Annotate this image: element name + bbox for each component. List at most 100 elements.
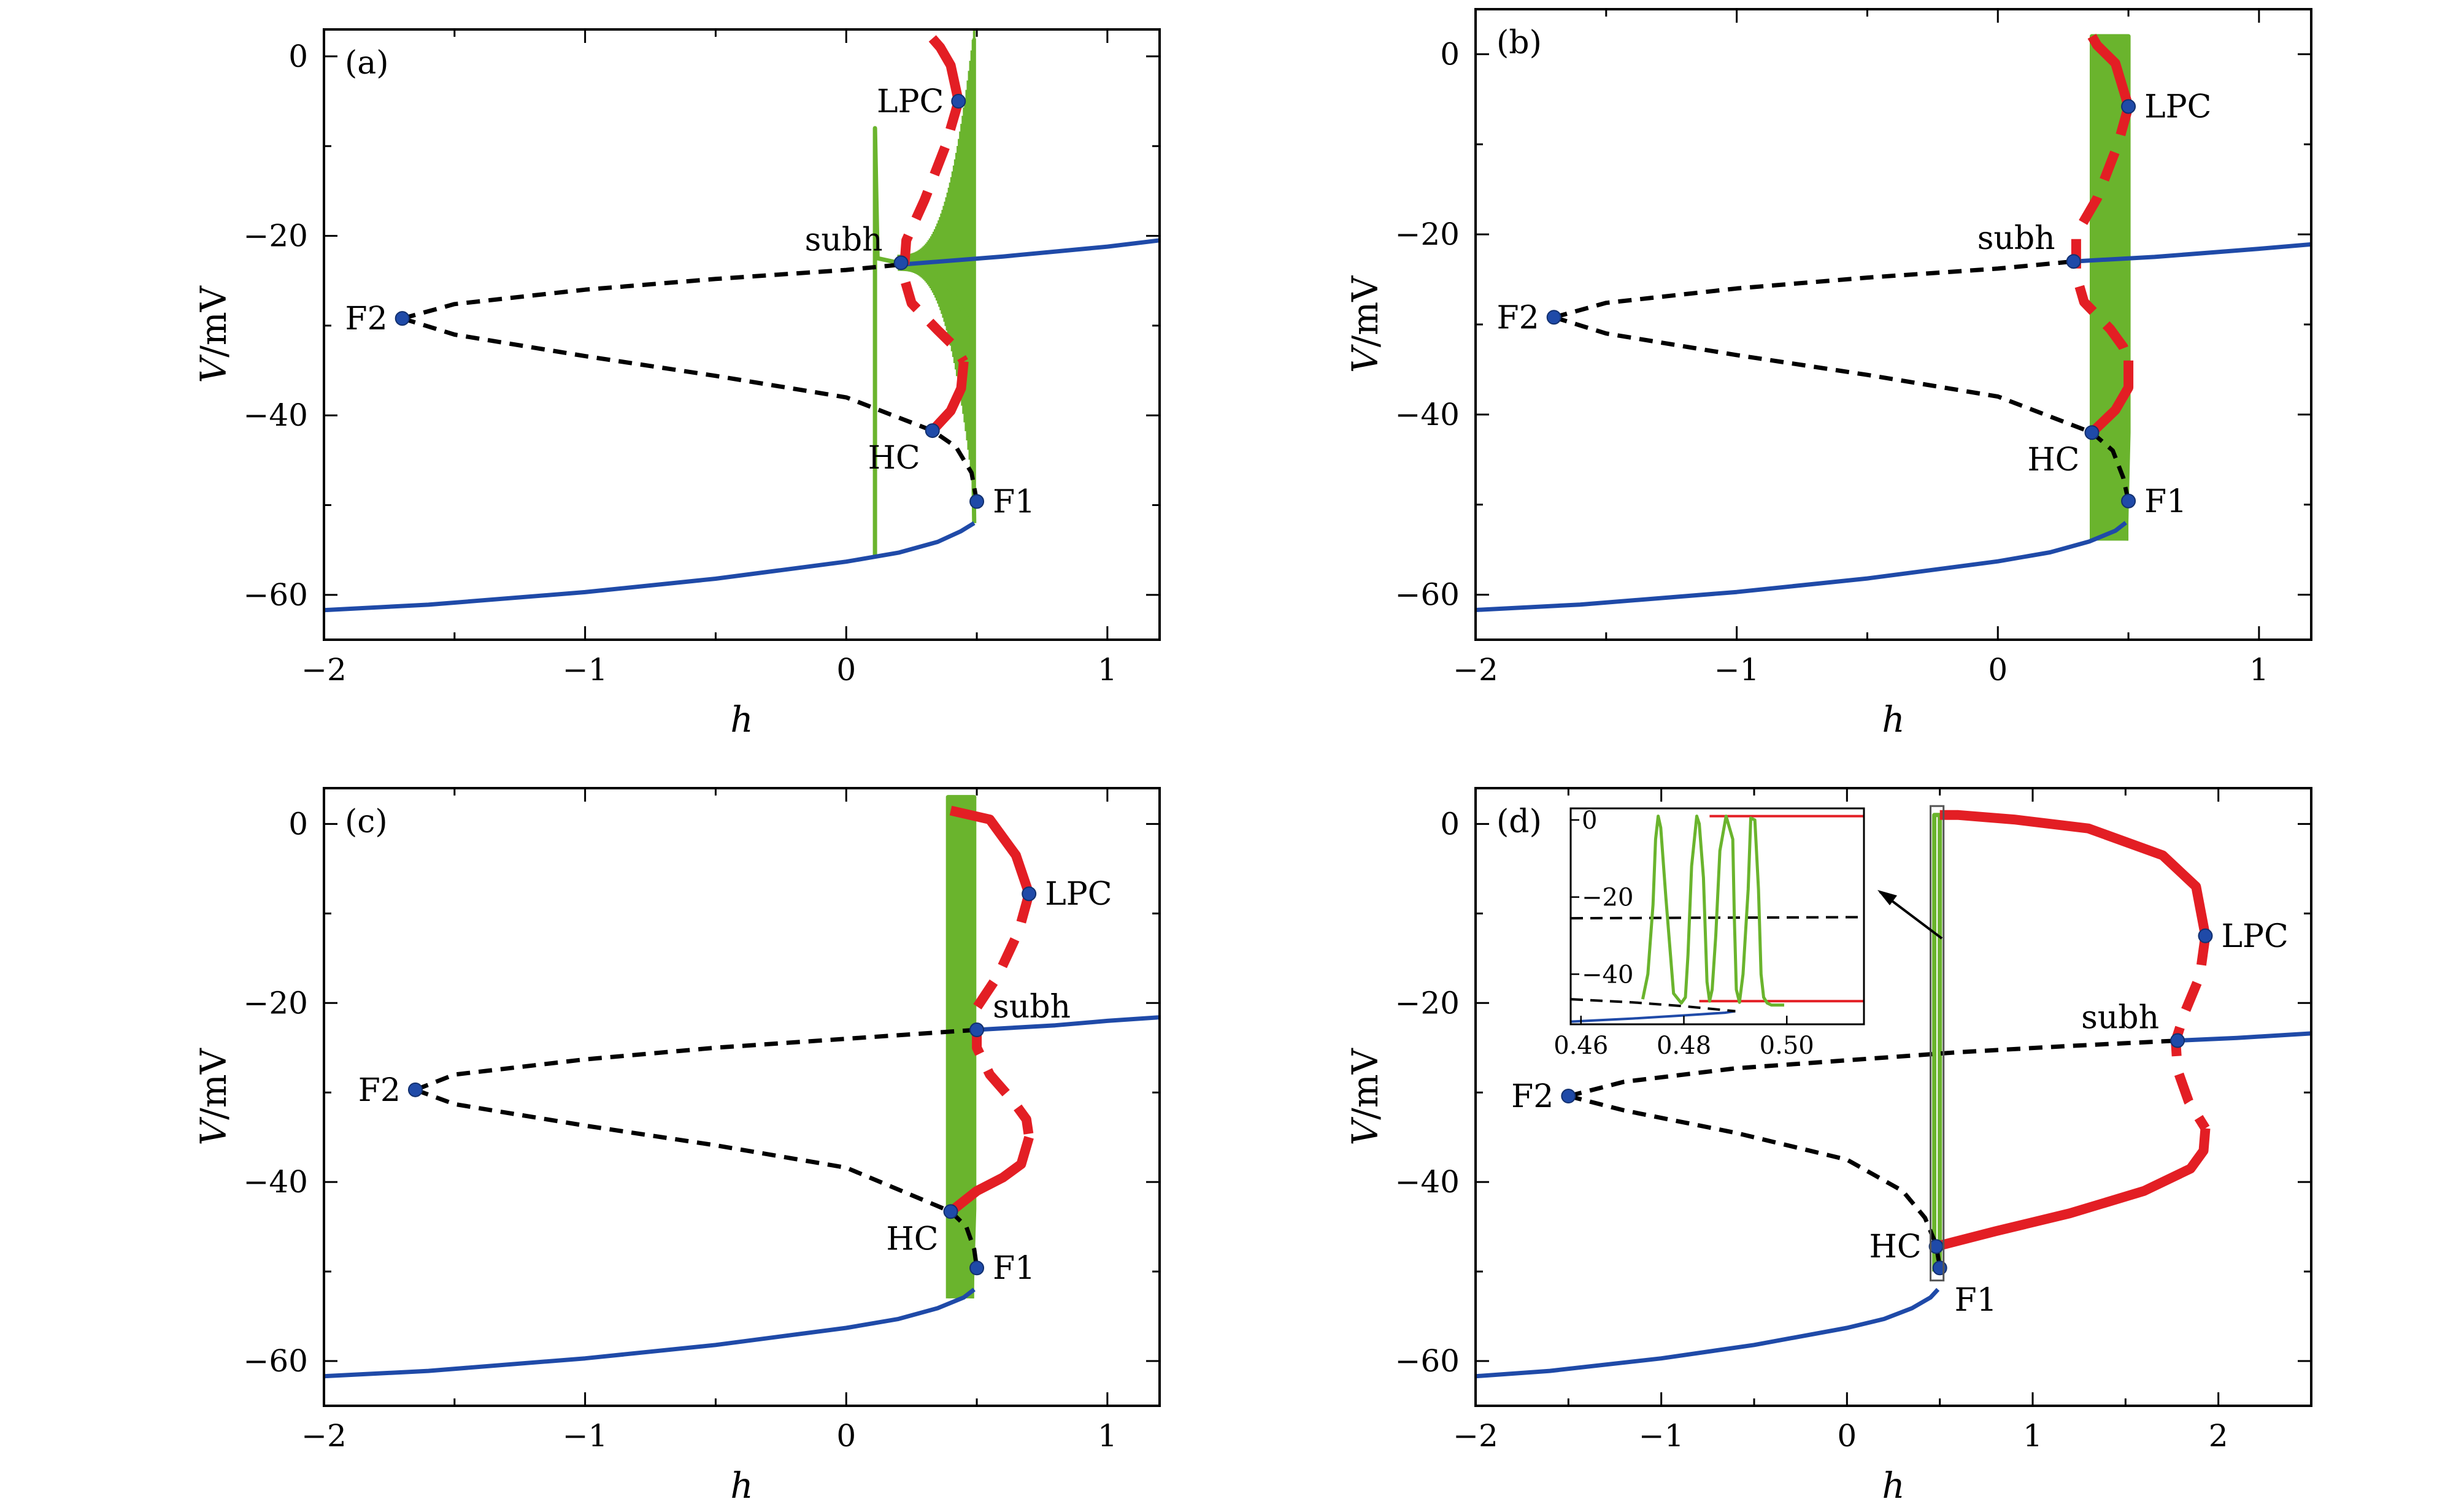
stable-periodic-orbit-upper-line <box>928 35 964 102</box>
label-f1: F1 <box>2144 483 2187 520</box>
x-tick-label: 0 <box>836 652 856 688</box>
point-hc <box>2084 425 2100 440</box>
y-tick-label: −20 <box>243 218 308 254</box>
point-f2 <box>1546 310 1561 325</box>
panel-tag: (a) <box>345 45 389 82</box>
inset-arrowhead <box>1877 890 1897 905</box>
x-tick-label: 0 <box>1988 652 2008 688</box>
stable-equilibrium-lower-line <box>1476 521 2127 612</box>
x-tick-label: 0 <box>1837 1418 1857 1454</box>
y-tick-label: 0 <box>1440 36 1460 72</box>
y-axis-label-unit: /mV <box>1344 275 1386 348</box>
unstable-periodic-orbit-line <box>2171 935 2211 1131</box>
y-tick-label: 0 <box>1440 806 1460 842</box>
plot-area <box>1476 34 2311 612</box>
point-f2 <box>407 1082 423 1097</box>
x-axis-label: h <box>1882 699 1904 740</box>
inset-y-tick-label: 0 <box>1582 807 1597 835</box>
y-axis-label: V/mV <box>1344 1048 1386 1145</box>
stable-equilibrium-upper-line <box>901 238 1160 267</box>
point-hc <box>943 1204 958 1219</box>
x-tick-label: 1 <box>1098 1418 1117 1454</box>
point-f1 <box>1932 1260 1947 1276</box>
label-subh: subh <box>1977 220 2055 257</box>
stable-equilibrium-upper-line <box>2177 1031 2311 1043</box>
trajectory-line <box>1932 813 1942 1272</box>
label-subh: subh <box>805 221 883 258</box>
point-lpc <box>2198 928 2213 943</box>
stable-periodic-orbit-lower-line <box>2088 360 2134 436</box>
inset-y-tick-label: −40 <box>1582 961 1633 989</box>
panel-a: −2 −1 0 1 0 −20 −40 −60 h V/mV (a) LPC subh F2 HC F1 <box>193 28 1161 740</box>
label-lpc: LPC <box>1045 876 1112 913</box>
y-axis-label: V/mV <box>193 285 234 383</box>
inset-stable-equilibrium <box>1571 1010 1736 1023</box>
y-axis-label-var: V <box>193 1117 234 1146</box>
unstable-equilibrium-upper-line <box>414 1027 977 1092</box>
y-tick-label: −40 <box>1395 397 1460 432</box>
inset-plot <box>1571 815 1864 1023</box>
unstable-equilibrium-upper-line <box>401 262 901 321</box>
point-f2 <box>1561 1089 1576 1104</box>
inset-frame <box>1569 807 1865 1026</box>
label-lpc: LPC <box>2221 918 2288 955</box>
point-subh <box>969 1022 985 1038</box>
point-f1 <box>969 1260 985 1276</box>
unstable-periodic-orbit-line <box>898 99 968 364</box>
stable-equilibrium-lower-line <box>324 521 976 613</box>
x-tick-label: 0 <box>836 1418 856 1454</box>
x-tick-label: −2 <box>301 652 347 688</box>
trajectory-line <box>945 795 977 1299</box>
point-subh <box>893 255 909 270</box>
stable-periodic-orbit-upper-line <box>949 805 1034 895</box>
y-tick-label: 0 <box>288 39 308 74</box>
point-f2 <box>395 311 410 326</box>
x-tick-label: −1 <box>1639 1418 1684 1454</box>
inset-x-tick-label: 0.46 <box>1553 1032 1608 1060</box>
y-axis-label: V/mV <box>1344 275 1386 373</box>
y-axis-label-unit: /mV <box>193 285 234 358</box>
unstable-equilibrium-upper-line <box>1553 259 2074 320</box>
x-tick-label: −2 <box>1453 1418 1498 1454</box>
inset-unstable-equilibrium-lower <box>1571 998 1736 1013</box>
inset-x-tick-label: 0.48 <box>1657 1032 1711 1060</box>
stable-periodic-orbit-lower-line <box>1935 1127 2211 1251</box>
label-f1: F1 <box>1955 1282 1997 1319</box>
y-tick-label: −40 <box>1395 1164 1460 1200</box>
x-tick-label: 1 <box>2249 652 2269 688</box>
panel-tag: (d) <box>1496 803 1542 840</box>
point-f1 <box>969 494 985 509</box>
y-tick-label: −60 <box>243 1343 308 1379</box>
inset-trajectory <box>1641 815 1784 1007</box>
label-hc: HC <box>2027 442 2079 478</box>
panel-c: −2 −1 0 1 0 −20 −40 −60 h V/mV (c) LPC subh F2 HC F1 <box>193 787 1161 1506</box>
inset: 0.46 0.48 0.50 0 −20 −40 <box>1553 807 1865 1060</box>
stable-periodic-orbit-lower-line <box>928 361 969 434</box>
x-tick-label: 1 <box>1098 652 1117 688</box>
y-axis-label: V/mV <box>193 1048 234 1145</box>
label-lpc: LPC <box>2144 89 2211 126</box>
label-f1: F1 <box>993 1250 1035 1287</box>
point-subh <box>2066 254 2081 269</box>
x-tick-label: −2 <box>1453 652 1498 688</box>
point-subh <box>2170 1033 2185 1048</box>
axes-frame <box>323 787 1161 1407</box>
x-tick-label: −1 <box>563 1418 608 1454</box>
unstable-periodic-orbit-line <box>2071 105 2133 362</box>
point-lpc <box>951 94 966 109</box>
panel-d: −2 −1 0 1 2 0 −20 −40 −60 h V/mV (d) LPC subh F2 HC F1 0.… <box>1344 787 2312 1506</box>
label-subh: subh <box>2081 1000 2159 1037</box>
label-subh: subh <box>993 989 1071 1026</box>
unstable-equilibrium-lower-line <box>401 316 979 502</box>
inset-x-tick-label: 0.50 <box>1760 1032 1814 1060</box>
stable-equilibrium-lower-line <box>324 1287 976 1379</box>
point-lpc <box>2121 99 2136 114</box>
y-tick-label: −60 <box>1395 1343 1460 1379</box>
zoom-box <box>1930 805 1945 1282</box>
stable-equilibrium-upper-line <box>976 1015 1160 1032</box>
y-axis-label-unit: /mV <box>1344 1048 1386 1120</box>
label-hc: HC <box>868 440 920 477</box>
y-tick-label: −40 <box>243 397 308 433</box>
x-tick-label: −1 <box>563 652 608 688</box>
label-f2: F2 <box>1497 299 1539 336</box>
